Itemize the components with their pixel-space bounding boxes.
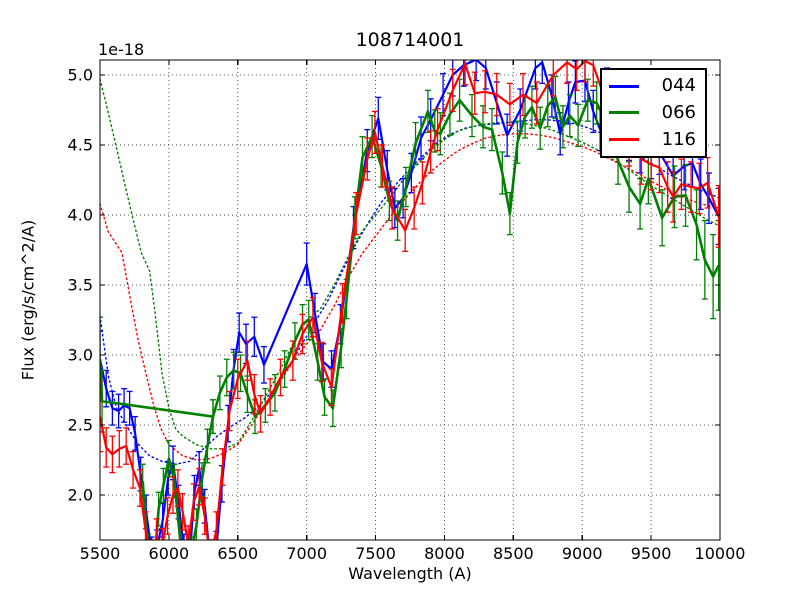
legend: 044 066 116 — [600, 68, 707, 158]
x-tick-label: 5500 — [80, 544, 121, 563]
legend-label: 066 — [661, 101, 696, 123]
x-tick-label: 7500 — [355, 544, 396, 563]
legend-entry: 116 — [609, 128, 696, 150]
y-tick-label: 4.5 — [68, 135, 93, 154]
y-tick-label: 5.0 — [68, 65, 93, 84]
y-tick-label: 3.0 — [68, 346, 93, 365]
y-axis-label: Flux (erg/s/cm^2/A) — [18, 219, 38, 381]
y-tick-label: 2.0 — [68, 486, 93, 505]
x-tick-label: 10000 — [695, 544, 746, 563]
x-tick-label: 8000 — [424, 544, 465, 563]
legend-line-swatch — [609, 138, 639, 142]
y-tick-label: 2.5 — [68, 416, 93, 435]
legend-entry: 044 — [609, 77, 696, 95]
x-tick-label: 9500 — [631, 544, 672, 563]
legend-line-swatch — [609, 84, 639, 88]
x-tick-label: 7000 — [286, 544, 327, 563]
x-tick-label: 8500 — [493, 544, 534, 563]
plot-title: 108714001 — [355, 29, 465, 51]
legend-label: 116 — [661, 128, 696, 150]
y-tick-labels: 2.0 2.5 3.0 3.5 4.0 4.5 5.0 — [68, 65, 93, 504]
x-axis-label: Wavelength (A) — [348, 564, 472, 583]
legend-line-swatch — [609, 111, 639, 115]
x-tick-label: 9000 — [562, 544, 603, 563]
legend-entry: 066 — [609, 101, 696, 123]
y-tick-label: 3.5 — [68, 276, 93, 295]
axes-frame — [99, 59, 721, 541]
x-tick-label: 6500 — [217, 544, 258, 563]
y-tick-label: 4.0 — [68, 206, 93, 225]
y-offset-label: 1e-18 — [98, 40, 145, 59]
series-044-model-dotted — [100, 119, 720, 465]
x-tick-labels: 5500 6000 6500 7000 7500 8000 8500 9000 9500 1000… — [80, 544, 746, 563]
legend-label: 044 — [661, 75, 696, 97]
x-tick-label: 6000 — [149, 544, 190, 563]
tick-marks — [99, 60, 721, 540]
